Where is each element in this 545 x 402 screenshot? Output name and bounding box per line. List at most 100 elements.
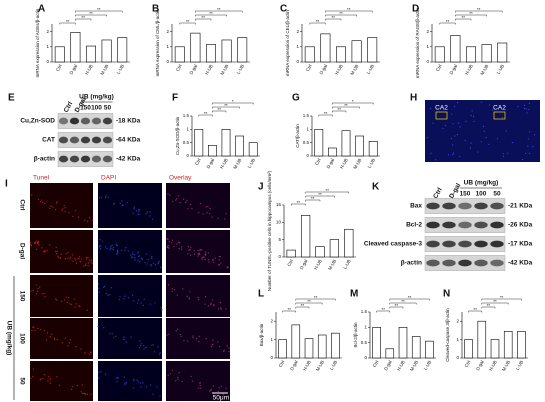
x-tick-label: M-UB bbox=[99, 64, 109, 76]
cell-dot bbox=[55, 246, 57, 249]
cell-dot bbox=[72, 260, 74, 263]
cell-dot bbox=[46, 249, 48, 252]
nucleus-dot bbox=[529, 131, 531, 133]
cell-dot bbox=[220, 385, 223, 387]
x-tick-label: M-UB bbox=[479, 64, 489, 76]
column-label: Overlay bbox=[169, 175, 192, 182]
significance-label: ** bbox=[408, 295, 412, 300]
cell-dot bbox=[202, 256, 204, 258]
bar bbox=[237, 37, 248, 63]
cell-dot bbox=[59, 257, 62, 259]
x-tick-label: M-UB bbox=[501, 360, 511, 372]
cell-dot bbox=[183, 339, 185, 342]
cell-dot bbox=[145, 253, 148, 255]
bar bbox=[329, 239, 340, 258]
cell-dot bbox=[220, 262, 222, 264]
significance-label: ** bbox=[224, 103, 228, 108]
x-tick-label: Ctrl bbox=[464, 360, 472, 369]
nucleus-dot bbox=[523, 107, 526, 110]
cell-dot bbox=[81, 392, 84, 395]
cell-dot bbox=[223, 349, 225, 351]
cell-dot bbox=[99, 247, 102, 250]
nucleus-dot bbox=[454, 135, 456, 137]
cell-dot bbox=[123, 298, 125, 300]
x-tick-label: D-gal bbox=[299, 259, 309, 271]
cell-dot bbox=[139, 340, 141, 342]
x-tick-label: L-UB bbox=[496, 64, 505, 75]
cell-dot bbox=[205, 206, 207, 208]
cell-dot bbox=[133, 253, 136, 256]
nucleus-dot bbox=[532, 145, 534, 147]
blot-band bbox=[426, 221, 440, 229]
cell-dot bbox=[143, 298, 145, 301]
cell-dot bbox=[58, 384, 61, 386]
row-label: D-gal bbox=[18, 243, 25, 259]
x-tick-label: H-UB bbox=[313, 259, 323, 271]
cell-dot bbox=[140, 302, 142, 304]
cell-dot bbox=[63, 299, 66, 301]
significance-label: ** bbox=[201, 15, 205, 20]
size-label: -21 KDa bbox=[508, 203, 533, 210]
significance-label: * bbox=[352, 99, 354, 104]
cell-dot bbox=[116, 380, 118, 383]
cell-dot bbox=[197, 211, 200, 214]
cell-dot bbox=[40, 328, 42, 331]
bar bbox=[425, 340, 434, 359]
bar bbox=[190, 32, 201, 63]
cell-dot bbox=[190, 254, 192, 256]
significance-bracket bbox=[455, 14, 487, 17]
cell-dot bbox=[213, 304, 215, 307]
cell-dot bbox=[107, 294, 109, 296]
nucleus-dot bbox=[488, 143, 490, 145]
row-label: Bcl-2 bbox=[406, 222, 422, 229]
cell-dot bbox=[152, 393, 154, 396]
cell-dot bbox=[32, 368, 34, 370]
nucleus-dot bbox=[507, 152, 509, 154]
cell-dot bbox=[227, 395, 230, 397]
bar bbox=[503, 331, 513, 359]
cell-dot bbox=[85, 256, 88, 259]
cell-dot bbox=[98, 287, 100, 289]
y-tick-label: 1 bbox=[46, 44, 49, 49]
blot-band bbox=[58, 136, 69, 144]
cell-dot bbox=[212, 259, 214, 261]
significance-bracket bbox=[305, 191, 349, 194]
cell-dot bbox=[32, 326, 34, 328]
significance-bracket bbox=[439, 22, 456, 25]
significance-bracket bbox=[75, 14, 107, 17]
cell-dot bbox=[66, 301, 68, 304]
y-tick-label: 1 bbox=[306, 127, 309, 132]
bar bbox=[372, 327, 381, 359]
cell-dot bbox=[149, 211, 151, 213]
x-tick-label: D-gal bbox=[189, 64, 199, 76]
region-box bbox=[493, 111, 506, 120]
cell-dot bbox=[77, 257, 79, 260]
cell-dot bbox=[151, 258, 153, 260]
cell-dot bbox=[204, 303, 206, 305]
y-tick-label: 1 bbox=[186, 127, 189, 132]
significance-bracket bbox=[309, 22, 326, 25]
cell-dot bbox=[167, 193, 169, 195]
cell-dot bbox=[197, 255, 199, 257]
cell-dot bbox=[121, 204, 124, 206]
cell-dot bbox=[74, 259, 77, 261]
cell-dot bbox=[83, 392, 86, 395]
cell-dot bbox=[137, 210, 140, 213]
bar bbox=[367, 37, 378, 63]
x-tick-label: Ctrl bbox=[175, 64, 183, 73]
cell-dot bbox=[41, 199, 43, 201]
significance-label: ** bbox=[301, 303, 305, 308]
y-axis-label: mRNA expression of RAGE/β-actin bbox=[415, 8, 420, 78]
significance-bracket bbox=[291, 203, 306, 206]
cell-dot bbox=[178, 248, 180, 250]
cell-dot bbox=[185, 201, 187, 204]
micrograph bbox=[98, 275, 162, 317]
cell-dot bbox=[48, 375, 50, 378]
cell-dot bbox=[88, 259, 91, 261]
significance-label: ** bbox=[89, 11, 93, 16]
bar bbox=[344, 228, 354, 258]
significance-label: ** bbox=[401, 299, 405, 304]
cell-dot bbox=[45, 339, 48, 341]
cell-dot bbox=[178, 371, 180, 374]
significance-bracket bbox=[295, 306, 310, 309]
